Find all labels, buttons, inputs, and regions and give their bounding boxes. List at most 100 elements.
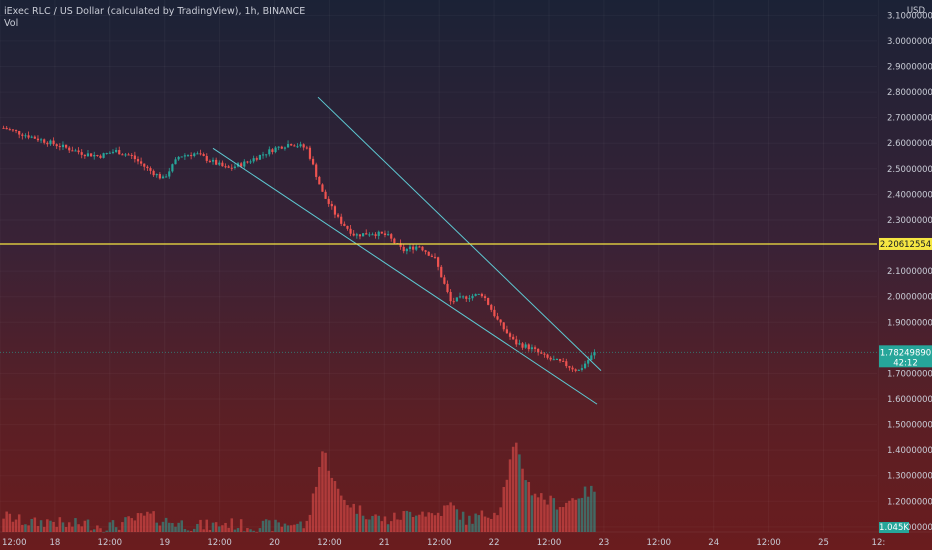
time-axis-label[interactable]: 12:00 <box>756 538 781 548</box>
candle-body <box>143 163 146 167</box>
candle-body <box>571 367 574 370</box>
time-axis-label[interactable]: 12:00 <box>317 538 342 548</box>
volume-bar <box>71 526 74 532</box>
price-tick-label: 1.90000000 <box>887 318 932 328</box>
volume-bar <box>196 523 199 532</box>
time-axis-label[interactable]: 23 <box>598 538 609 548</box>
candle-body <box>549 357 552 360</box>
time-axis-label[interactable]: 20 <box>269 538 280 548</box>
candle-body <box>168 171 171 177</box>
candle-body <box>255 158 258 160</box>
volume-bar <box>321 451 324 532</box>
time-axis-label[interactable]: 21 <box>379 538 390 548</box>
volume-bar <box>92 529 96 532</box>
time-axis-label[interactable]: 22 <box>489 538 500 548</box>
trendline-upper[interactable] <box>317 96 602 371</box>
volume-bar <box>155 522 159 532</box>
volume-bar <box>130 518 133 532</box>
volume-bars <box>2 442 596 533</box>
volume-bar <box>449 502 452 532</box>
candle-body <box>302 144 305 148</box>
candle-body <box>280 146 283 149</box>
volume-bar <box>261 520 265 532</box>
volume-bar <box>574 499 577 532</box>
volume-bar <box>371 515 374 532</box>
candle-body <box>340 216 343 224</box>
volume-bar <box>546 504 549 532</box>
volume-bar <box>96 525 99 532</box>
candle-body <box>562 360 565 362</box>
time-axis-label[interactable]: 12:00 <box>537 538 562 548</box>
volume-bar <box>161 521 165 532</box>
volume-bar <box>593 491 596 532</box>
volume-bar <box>117 529 121 532</box>
volume-bar <box>227 527 230 532</box>
candle-body <box>155 174 158 176</box>
volume-bar <box>243 531 246 532</box>
candle-body <box>127 154 130 156</box>
volume-bar <box>246 528 249 532</box>
volume-bar <box>396 519 399 532</box>
volume-bar <box>561 507 565 532</box>
volume-bar <box>543 499 546 532</box>
candle-body <box>61 144 65 148</box>
candle-body <box>530 347 534 350</box>
time-axis-label[interactable]: 12: <box>872 538 886 548</box>
candle-body <box>83 154 86 157</box>
time-axis-label[interactable]: 18 <box>49 538 60 548</box>
candle-body <box>55 144 58 147</box>
candle-body <box>377 231 380 236</box>
candle-body <box>321 184 324 192</box>
volume-bar <box>511 446 515 532</box>
candle-body <box>518 343 521 345</box>
candle-body <box>293 145 296 147</box>
volume-indicator-label[interactable]: Vol <box>4 18 19 29</box>
candle-body <box>233 166 237 168</box>
candle-body <box>130 155 133 157</box>
candle-body <box>480 293 483 297</box>
candle-body <box>558 358 562 361</box>
volume-bar <box>368 519 371 532</box>
volume-bar <box>465 524 468 532</box>
time-axis[interactable]: 12:00 18 12:00 19 12:00 20 12:00 21 12:00 22 12:00… <box>2 538 885 548</box>
volume-bar <box>358 505 362 532</box>
candle-body <box>149 168 152 171</box>
candle-body <box>490 304 493 310</box>
time-axis-label[interactable]: 12:00 <box>207 538 232 548</box>
volume-bar <box>146 511 149 532</box>
candle-body <box>493 309 496 317</box>
time-axis-label[interactable]: 12:00 <box>647 538 672 548</box>
time-axis-label[interactable]: 12:00 <box>427 538 452 548</box>
volume-bar <box>477 515 481 532</box>
time-axis-label[interactable]: 12:00 <box>2 538 27 548</box>
time-axis-label[interactable]: 24 <box>708 538 719 548</box>
candle-body <box>421 246 424 251</box>
candle-body <box>14 130 18 132</box>
volume-bar <box>580 497 584 532</box>
candle-body <box>80 152 83 155</box>
symbol-title[interactable]: iExec RLC / US Dollar (calculated by Tra… <box>4 6 306 17</box>
candle-body <box>68 147 71 151</box>
drawings[interactable] <box>0 96 877 405</box>
time-axis-label[interactable]: 19 <box>159 538 170 548</box>
time-axis-label[interactable]: 25 <box>818 538 829 548</box>
candle-body <box>286 144 290 148</box>
chart-legend: iExec RLC / US Dollar (calculated by Tra… <box>4 6 305 30</box>
volume-bar <box>586 496 590 532</box>
candle-body <box>471 295 474 299</box>
candle-body <box>393 238 396 244</box>
volume-bar <box>427 512 430 532</box>
candle-body <box>474 294 477 296</box>
candle-body <box>374 234 377 236</box>
volume-bar <box>133 520 137 532</box>
time-axis-label[interactable]: 12:00 <box>98 538 123 548</box>
volume-bar <box>189 530 193 532</box>
volume-bar <box>552 498 556 532</box>
volume-bar <box>255 531 259 533</box>
candle-body <box>574 369 577 371</box>
trendline-lower[interactable] <box>212 147 598 405</box>
